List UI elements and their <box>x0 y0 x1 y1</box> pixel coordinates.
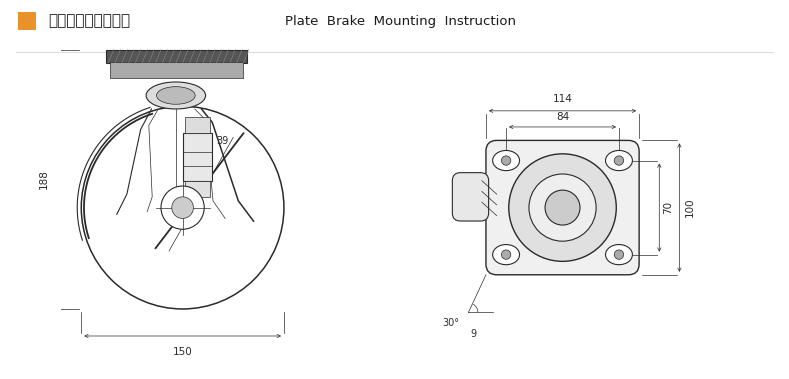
Bar <box>106 50 248 63</box>
Text: 188: 188 <box>39 169 48 189</box>
Bar <box>182 133 212 181</box>
Circle shape <box>172 197 193 218</box>
Ellipse shape <box>605 244 633 265</box>
FancyBboxPatch shape <box>452 173 488 221</box>
Bar <box>185 181 210 197</box>
Circle shape <box>545 190 580 225</box>
Text: 100: 100 <box>685 198 695 218</box>
Ellipse shape <box>156 87 195 104</box>
Circle shape <box>615 250 623 259</box>
FancyBboxPatch shape <box>486 140 639 275</box>
Text: 9: 9 <box>471 329 477 338</box>
Text: 84: 84 <box>556 111 569 122</box>
Ellipse shape <box>492 244 519 265</box>
Circle shape <box>161 186 204 229</box>
Circle shape <box>501 250 510 259</box>
Text: 平顶刹车安装尺寸图: 平顶刹车安装尺寸图 <box>48 14 130 28</box>
Text: Plate  Brake  Mounting  Instruction: Plate Brake Mounting Instruction <box>285 14 516 28</box>
Bar <box>18 12 36 30</box>
Text: 70: 70 <box>664 201 673 214</box>
Text: 114: 114 <box>552 94 573 104</box>
Circle shape <box>529 174 596 241</box>
Text: 39: 39 <box>216 136 229 146</box>
Text: 30°: 30° <box>442 318 459 328</box>
Ellipse shape <box>492 150 519 171</box>
Circle shape <box>615 156 623 165</box>
Text: 150: 150 <box>173 347 193 357</box>
Ellipse shape <box>146 82 206 109</box>
Ellipse shape <box>605 150 633 171</box>
Bar <box>110 62 244 78</box>
Bar <box>185 117 210 133</box>
Circle shape <box>501 156 510 165</box>
Circle shape <box>509 154 616 262</box>
